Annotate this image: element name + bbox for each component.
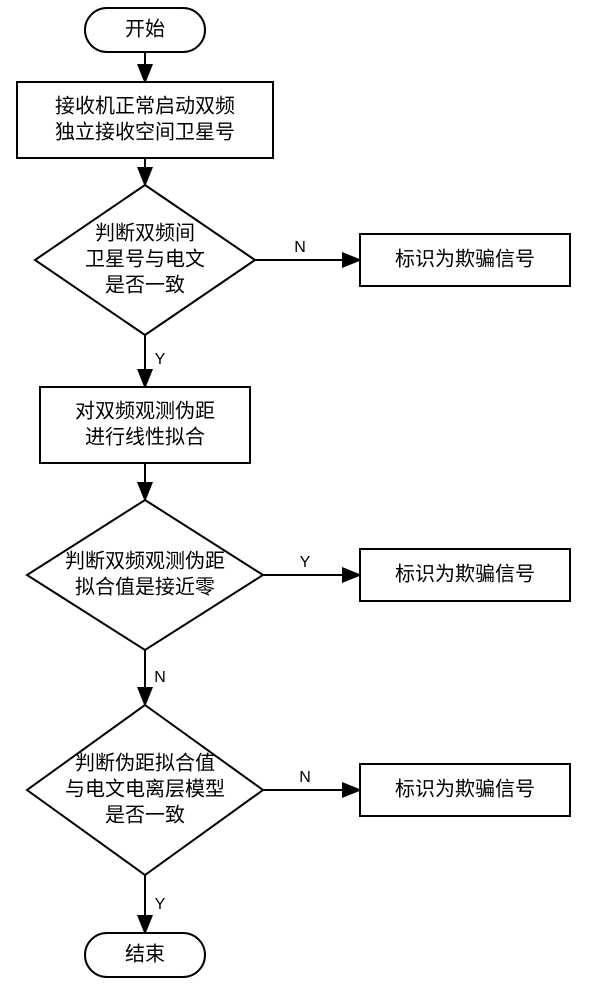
node-dec3: 判断伪距拟合值与电文电离层模型是否一致 [27,705,263,875]
node-proc2-text: 进行线性拟合 [85,425,205,448]
flowchart-canvas: NYYNNY 开始接收机正常启动双频独立接收空间卫星号判断双频间卫星号与电文是否… [0,0,593,1000]
node-spoof3-text: 标识为欺骗信号 [395,777,535,800]
node-start: 开始 [85,8,205,52]
node-end-text: 结束 [125,942,165,965]
node-dec3-text: 判断伪距拟合值 [75,751,215,774]
node-dec1-text: 卫星号与电文 [85,247,205,270]
node-dec2-text: 判断双频观测伪距 [65,549,225,572]
node-dec3-text: 与电文电离层模型 [65,777,225,800]
edge-label-dec3-spoof3: N [299,769,311,786]
node-dec2: 判断双频观测伪距拟合值是接近零 [27,500,263,650]
edge-label-dec1-spoof1: N [294,239,306,256]
edge-label-dec1-proc2: Y [155,351,166,368]
node-spoof2: 标识为欺骗信号 [360,549,570,601]
node-spoof3: 标识为欺骗信号 [360,764,570,816]
node-proc2: 对双频观测伪距进行线性拟合 [40,387,250,463]
node-start-text: 开始 [125,17,165,40]
nodes-layer: 开始接收机正常启动双频独立接收空间卫星号判断双频间卫星号与电文是否一致标识为欺骗… [17,8,570,977]
node-end: 结束 [85,933,205,977]
node-dec3-text: 是否一致 [105,803,185,826]
node-proc1: 接收机正常启动双频独立接收空间卫星号 [17,82,273,158]
node-dec1-text: 是否一致 [105,273,185,296]
node-dec1-text: 判断双频间 [95,221,195,244]
node-spoof1: 标识为欺骗信号 [360,234,570,286]
node-spoof2-text: 标识为欺骗信号 [395,562,535,585]
node-proc1-text: 独立接收空间卫星号 [55,120,235,143]
node-dec2-text: 拟合值是接近零 [75,575,215,598]
node-proc1-text: 接收机正常启动双频 [55,94,235,117]
edge-label-dec2-dec3: N [154,669,166,686]
edge-label-dec3-end: Y [155,896,166,913]
edge-label-dec2-spoof2: Y [300,554,311,571]
node-dec1: 判断双频间卫星号与电文是否一致 [35,185,255,335]
node-spoof1-text: 标识为欺骗信号 [395,247,535,270]
node-proc2-text: 对双频观测伪距 [75,399,215,422]
